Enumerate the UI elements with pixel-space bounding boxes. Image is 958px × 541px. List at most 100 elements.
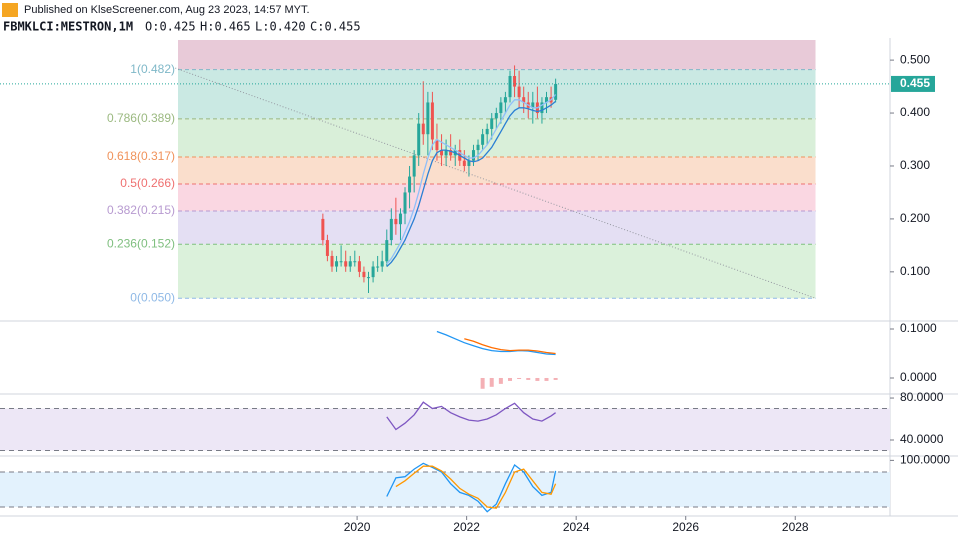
y-tick-label: 0.100 xyxy=(900,264,930,278)
fib-zone xyxy=(178,210,816,245)
indicator-line xyxy=(395,465,557,509)
x-tick-label: 2020 xyxy=(344,520,371,534)
y-tick-label: 100.0000 xyxy=(900,453,950,467)
candle-body xyxy=(394,218,398,225)
x-tick-label: 2022 xyxy=(453,520,480,534)
candle-body xyxy=(339,261,343,263)
y-tick-label: 40.0000 xyxy=(900,432,944,446)
y-tick-label: 0.0000 xyxy=(900,370,937,384)
histogram-bar xyxy=(517,377,522,379)
candle-body xyxy=(421,123,425,135)
fib-zone xyxy=(178,244,816,299)
histogram-bar xyxy=(544,377,549,381)
candle-body xyxy=(371,266,375,278)
moving-average xyxy=(386,100,557,267)
candle-body xyxy=(344,261,348,267)
candle-body xyxy=(522,97,526,103)
candle-body xyxy=(467,160,471,166)
x-tick-label: 2024 xyxy=(563,520,590,534)
indicator-line xyxy=(464,338,556,355)
price-tag xyxy=(891,75,935,92)
candle-body xyxy=(366,277,370,279)
candle-body xyxy=(330,255,334,267)
candle-body xyxy=(353,261,357,263)
price-tag-label: 0.455 xyxy=(900,76,930,90)
candle-body xyxy=(554,83,558,100)
fib-label: 0(0.050) xyxy=(130,290,175,304)
candle-body xyxy=(380,261,384,267)
histogram-bar xyxy=(526,377,531,380)
candle-body xyxy=(362,271,366,278)
candle-body xyxy=(444,150,448,156)
candle-body xyxy=(321,218,325,241)
x-tick-label: 2026 xyxy=(672,520,699,534)
indicator-line xyxy=(386,462,557,513)
candle-body xyxy=(385,240,389,262)
candle-body xyxy=(508,75,512,98)
candle-body xyxy=(481,134,485,145)
publisher: Published on KlseScreener.com, Aug 23 20… xyxy=(24,4,310,16)
ohlc: O:0.425 xyxy=(145,20,196,34)
fib-zone xyxy=(178,156,816,184)
ohlc: C:0.455 xyxy=(310,20,361,34)
fib-zone xyxy=(178,40,816,70)
candle-body xyxy=(357,261,361,272)
fib-zone xyxy=(178,183,816,211)
fib-label: 0.786(0.389) xyxy=(107,111,175,125)
symbol: FBMKLCI:MESTRON,1M xyxy=(3,20,133,34)
candle-body xyxy=(408,176,412,193)
histogram-bar xyxy=(535,377,540,381)
candle-body xyxy=(348,261,352,267)
candle-body xyxy=(494,113,498,119)
y-tick-label: 0.200 xyxy=(900,211,930,225)
candle-body xyxy=(485,128,489,135)
candle-body xyxy=(531,102,535,108)
candle-body xyxy=(503,97,507,103)
band xyxy=(0,472,890,508)
histogram-bar xyxy=(489,377,494,387)
candle-body xyxy=(517,86,521,98)
candle-body xyxy=(471,150,475,161)
histogram-bar xyxy=(508,377,513,381)
candle-body xyxy=(398,213,402,225)
band xyxy=(0,408,890,451)
y-tick-label: 0.400 xyxy=(900,105,930,119)
fib-label: 0.382(0.215) xyxy=(107,203,175,217)
y-tick-label: 80.0000 xyxy=(900,390,944,404)
candle-body xyxy=(335,261,339,267)
candle-body xyxy=(462,160,466,166)
candle-body xyxy=(476,144,480,151)
fib-label: 0.618(0.317) xyxy=(107,149,175,163)
y-tick-label: 0.1000 xyxy=(900,321,937,335)
y-tick-label: 0.500 xyxy=(900,52,930,66)
candle-body xyxy=(389,218,393,241)
candle-body xyxy=(403,192,407,214)
candle-body xyxy=(412,155,416,177)
candle-body xyxy=(440,150,444,156)
fib-label: 0.5(0.266) xyxy=(120,176,175,190)
candle-body xyxy=(435,139,439,151)
candle-body xyxy=(490,118,494,129)
moving-average xyxy=(386,94,557,265)
candle-body xyxy=(417,123,421,156)
histogram-bar xyxy=(498,377,503,384)
candle-body xyxy=(430,102,434,140)
candle-body xyxy=(513,75,517,87)
candle-body xyxy=(540,102,544,114)
fib-label: 1(0.482) xyxy=(130,62,175,76)
histogram-bar xyxy=(480,377,485,389)
candle-body xyxy=(426,102,430,135)
ohlc: H:0.465 xyxy=(200,20,251,34)
candle-body xyxy=(376,266,380,268)
ohlc: L:0.420 xyxy=(255,20,306,34)
candle-body xyxy=(449,150,453,156)
logo xyxy=(2,3,18,17)
indicator-line xyxy=(436,330,556,356)
x-tick-label: 2028 xyxy=(782,520,809,534)
histogram-bar xyxy=(553,377,558,380)
candle-body xyxy=(499,102,503,114)
y-tick-label: 0.300 xyxy=(900,158,930,172)
fib-label: 0.236(0.152) xyxy=(107,236,175,250)
indicator-line xyxy=(386,401,556,431)
